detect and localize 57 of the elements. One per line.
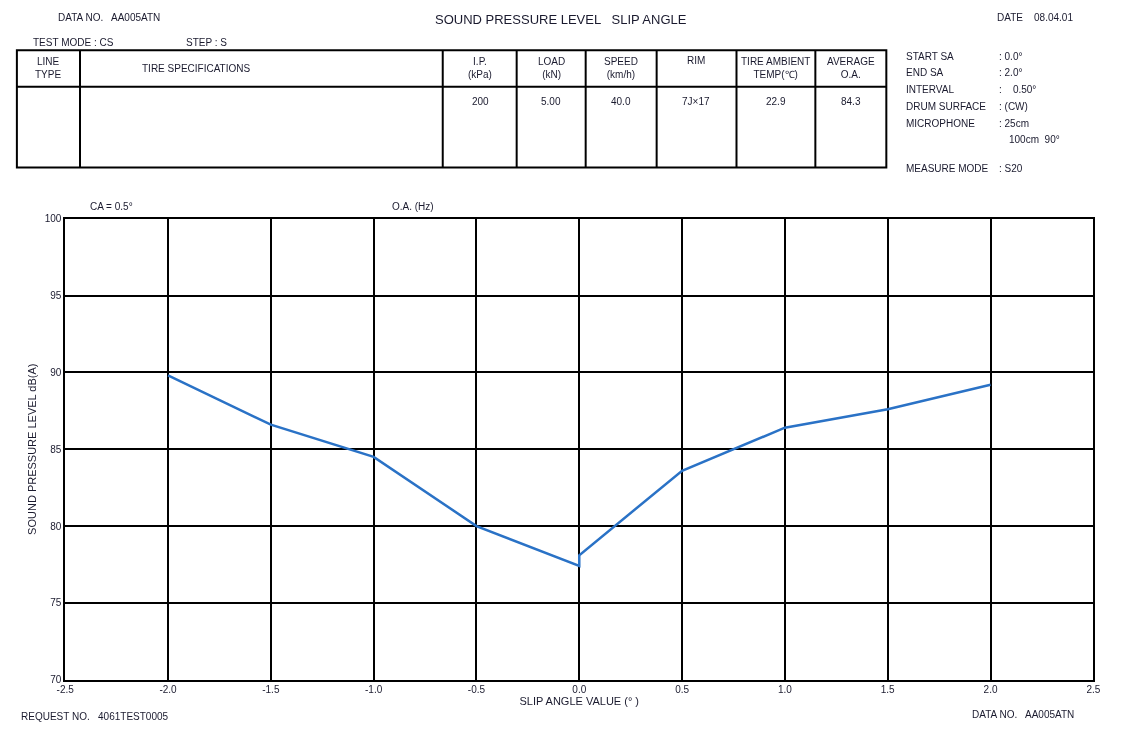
x-tick-label: 1.5 <box>880 684 896 696</box>
y-tick-label: 90 <box>50 366 62 378</box>
text: 100cm 90° <box>1009 134 1060 145</box>
x-tick-label: 0.0 <box>572 684 587 696</box>
text: REQUEST NO. 4061TEST0005 <box>21 711 169 722</box>
text: TIRE SPECIFICATIONS <box>142 63 251 74</box>
text: : 2.0° <box>999 67 1023 78</box>
text: END SA <box>906 67 944 78</box>
y-tick-label: 85 <box>50 443 62 455</box>
x-tick-label: -1.5 <box>262 684 280 696</box>
text: : 0.50° <box>999 84 1037 95</box>
text: START SA <box>906 51 955 62</box>
text: O.A. (Hz) <box>392 201 434 212</box>
x-axis-title: SLIP ANGLE VALUE (° ) <box>519 695 640 708</box>
x-tick-label: -1.0 <box>365 684 383 696</box>
x-tick-label: -2.0 <box>159 684 178 696</box>
text: : (CW) <box>999 101 1028 112</box>
text: LINE TYPE <box>35 56 62 80</box>
y-tick-label: 100 <box>44 213 62 225</box>
text: : S20 <box>999 163 1023 174</box>
text: DATA NO. AA005ATN <box>58 12 161 23</box>
x-tick-label: 2.5 <box>1086 684 1101 696</box>
y-tick-label: 70 <box>50 674 62 686</box>
text: 5.00 <box>541 96 561 107</box>
x-tick-label: 2.0 <box>983 684 998 696</box>
text: TIRE AMBIENT TEMP(℃) <box>741 56 811 80</box>
text: 200 <box>472 96 490 107</box>
text: 7J×17 <box>682 96 710 107</box>
text: CA = 0.5° <box>90 201 133 212</box>
text: DATE 08.04.01 <box>997 12 1074 23</box>
text: LOAD (kN) <box>538 56 566 80</box>
y-tick-label: 80 <box>50 520 62 532</box>
text: I.P. (kPa) <box>468 56 492 80</box>
chart-title: SOUND PRESSURE LEVEL SLIP ANGLE <box>435 12 687 27</box>
text: : 25cm <box>999 118 1030 129</box>
text: : 0.0° <box>999 51 1023 62</box>
text: AVERAGE O.A. <box>827 56 875 80</box>
text: RIM <box>687 55 706 66</box>
x-tick-label: -0.5 <box>467 684 486 696</box>
text: STEP : S <box>186 37 228 48</box>
text: 40.0 <box>611 96 631 107</box>
text: 84.3 <box>841 96 861 107</box>
text: INTERVAL <box>906 84 955 95</box>
text: 22.9 <box>766 96 786 107</box>
y-axis-title: SOUND PRESSURE LEVEL dB(A) <box>25 363 38 535</box>
text: MEASURE MODE <box>906 163 989 174</box>
x-tick-label: 1.0 <box>777 684 793 696</box>
text: MICROPHONE <box>906 118 976 129</box>
text: TEST MODE : CS <box>33 37 114 48</box>
x-tick-label: 0.5 <box>675 684 690 696</box>
line-series <box>166 374 992 568</box>
x-tick-label: -2.5 <box>56 684 75 696</box>
text: DRUM SURFACE <box>906 101 987 112</box>
text: SPEED (km/h) <box>604 56 638 80</box>
y-tick-label: 95 <box>50 290 62 302</box>
y-tick-label: 75 <box>50 597 62 609</box>
text: DATA NO. AA005ATN <box>972 709 1075 720</box>
